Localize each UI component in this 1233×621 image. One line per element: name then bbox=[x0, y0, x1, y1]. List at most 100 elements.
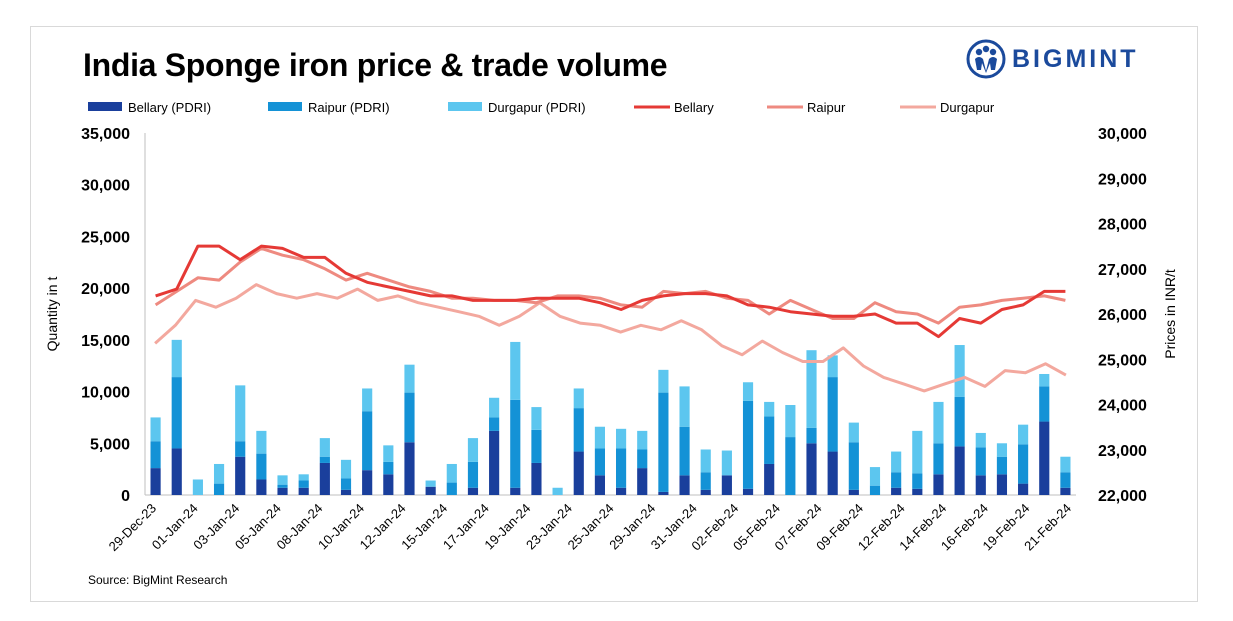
bar-durgapur-pdri bbox=[213, 463, 225, 484]
bar-bellary-pdri bbox=[510, 487, 521, 495]
bar-bellary-pdri bbox=[848, 489, 859, 495]
bar-raipur-pdri bbox=[996, 456, 1008, 475]
bar-durgapur-pdri bbox=[362, 388, 373, 412]
line-durgapur bbox=[154, 283, 1067, 393]
bar-durgapur-pdri bbox=[721, 450, 732, 476]
right-tick-label: 29,000 bbox=[1098, 171, 1147, 188]
bar-durgapur-pdri bbox=[954, 345, 965, 397]
bar-durgapur-pdri bbox=[340, 459, 352, 479]
legend-label-bellary-pdri: Bellary (PDRI) bbox=[128, 100, 211, 115]
bar-raipur-pdri bbox=[1039, 386, 1050, 422]
bar-durgapur-pdri bbox=[489, 397, 500, 418]
bar-durgapur-pdri bbox=[277, 475, 288, 485]
left-tick-label: 10,000 bbox=[81, 385, 130, 402]
bar-durgapur-pdri bbox=[891, 451, 902, 473]
bar-raipur-pdri bbox=[531, 429, 542, 463]
bar-bellary-pdri bbox=[996, 474, 1008, 495]
right-tick-label: 25,000 bbox=[1098, 352, 1147, 369]
bar-bellary-pdri bbox=[235, 456, 246, 495]
right-axis-title: Prices in INR/t bbox=[1162, 269, 1178, 359]
bar-raipur-pdri bbox=[467, 461, 479, 488]
bar-durgapur-pdri bbox=[658, 369, 669, 393]
bar-bellary-pdri bbox=[1018, 483, 1029, 495]
bar-durgapur-pdri bbox=[742, 382, 754, 401]
bar-raipur-pdri bbox=[235, 441, 246, 457]
bar-durgapur-pdri bbox=[425, 480, 436, 487]
bar-durgapur-pdri bbox=[573, 388, 584, 409]
bar-durgapur-pdri bbox=[383, 445, 394, 462]
left-axis-title: Quantity in t bbox=[44, 277, 60, 352]
bar-bellary-pdri bbox=[1039, 421, 1050, 495]
bar-bellary-pdri bbox=[150, 468, 161, 495]
right-tick-label: 28,000 bbox=[1098, 217, 1147, 234]
bar-durgapur-pdri bbox=[764, 401, 775, 417]
legend-swatch-raipur-pdri bbox=[268, 102, 302, 111]
bar-raipur-pdri bbox=[298, 480, 309, 488]
bar-bellary-pdri bbox=[679, 475, 690, 495]
bar-raipur-pdri bbox=[573, 408, 584, 452]
bar-bellary-pdri bbox=[721, 475, 732, 495]
bar-bellary-pdri bbox=[467, 487, 479, 495]
bar-bellary-pdri bbox=[404, 442, 415, 495]
bar-bellary-pdri bbox=[975, 475, 986, 495]
bar-raipur-pdri bbox=[954, 396, 965, 447]
bar-raipur-pdri bbox=[1018, 444, 1029, 484]
bar-bellary-pdri bbox=[319, 462, 330, 495]
bar-durgapur-pdri bbox=[827, 355, 838, 378]
bar-raipur-pdri bbox=[700, 472, 711, 490]
legend-swatch-bellary-pdri bbox=[88, 102, 122, 111]
bar-durgapur-pdri bbox=[785, 405, 796, 438]
bar-bellary-pdri bbox=[531, 462, 542, 495]
bar-durgapur-pdri bbox=[616, 428, 627, 449]
bar-durgapur-pdri bbox=[235, 385, 246, 442]
bar-durgapur-pdri bbox=[869, 467, 881, 486]
bar-raipur-pdri bbox=[869, 485, 881, 495]
bar-durgapur-pdri bbox=[679, 386, 690, 427]
left-tick-label: 30,000 bbox=[81, 178, 130, 195]
bar-bellary-pdri bbox=[171, 448, 182, 495]
bar-durgapur-pdri bbox=[912, 430, 923, 474]
bar-bellary-pdri bbox=[383, 474, 394, 495]
bar-raipur-pdri bbox=[489, 417, 500, 431]
legend-label-durgapur-pdri: Durgapur (PDRI) bbox=[488, 100, 586, 115]
legend-label-raipur: Raipur bbox=[807, 100, 846, 115]
bar-bellary-pdri bbox=[489, 430, 500, 495]
bar-durgapur-pdri bbox=[1018, 424, 1029, 445]
bar-bellary-pdri bbox=[742, 488, 754, 495]
bigmint-logo-icon bbox=[966, 39, 1006, 79]
bar-bellary-pdri bbox=[700, 489, 711, 495]
bar-raipur-pdri bbox=[679, 426, 690, 476]
bar-raipur-pdri bbox=[827, 377, 838, 452]
legend-label-bellary: Bellary bbox=[674, 100, 714, 115]
bar-durgapur-pdri bbox=[975, 432, 986, 448]
bar-raipur-pdri bbox=[277, 484, 288, 488]
bar-bellary-pdri bbox=[637, 468, 648, 495]
bar-bellary-pdri bbox=[298, 487, 309, 495]
right-tick-label: 22,000 bbox=[1098, 488, 1147, 505]
bar-bellary-pdri bbox=[658, 491, 669, 495]
bar-raipur-pdri bbox=[785, 437, 796, 495]
right-tick-label: 30,000 bbox=[1098, 126, 1147, 143]
bar-raipur-pdri bbox=[319, 456, 330, 463]
bar-raipur-pdri bbox=[912, 473, 923, 489]
bar-durgapur-pdri bbox=[150, 417, 161, 442]
bar-bellary-pdri bbox=[425, 486, 436, 495]
bar-raipur-pdri bbox=[848, 442, 859, 490]
bar-raipur-pdri bbox=[658, 392, 669, 492]
bar-raipur-pdri bbox=[510, 399, 521, 488]
bar-bellary-pdri bbox=[277, 487, 288, 495]
bar-raipur-pdri bbox=[171, 377, 182, 449]
left-tick-label: 15,000 bbox=[81, 333, 130, 350]
line-raipur bbox=[154, 246, 1066, 325]
bar-raipur-pdri bbox=[404, 392, 415, 443]
bar-raipur-pdri bbox=[1060, 472, 1071, 488]
bigmint-logo-text: BIGMINT bbox=[1012, 44, 1139, 73]
bar-bellary-pdri bbox=[806, 443, 817, 495]
right-tick-label: 26,000 bbox=[1098, 307, 1147, 324]
bar-bellary-pdri bbox=[891, 487, 902, 495]
bar-durgapur-pdri bbox=[1039, 373, 1050, 387]
bar-raipur-pdri bbox=[362, 411, 373, 471]
bar-bellary-pdri bbox=[340, 489, 352, 495]
bar-raipur-pdri bbox=[383, 461, 394, 475]
bar-raipur-pdri bbox=[806, 427, 817, 444]
